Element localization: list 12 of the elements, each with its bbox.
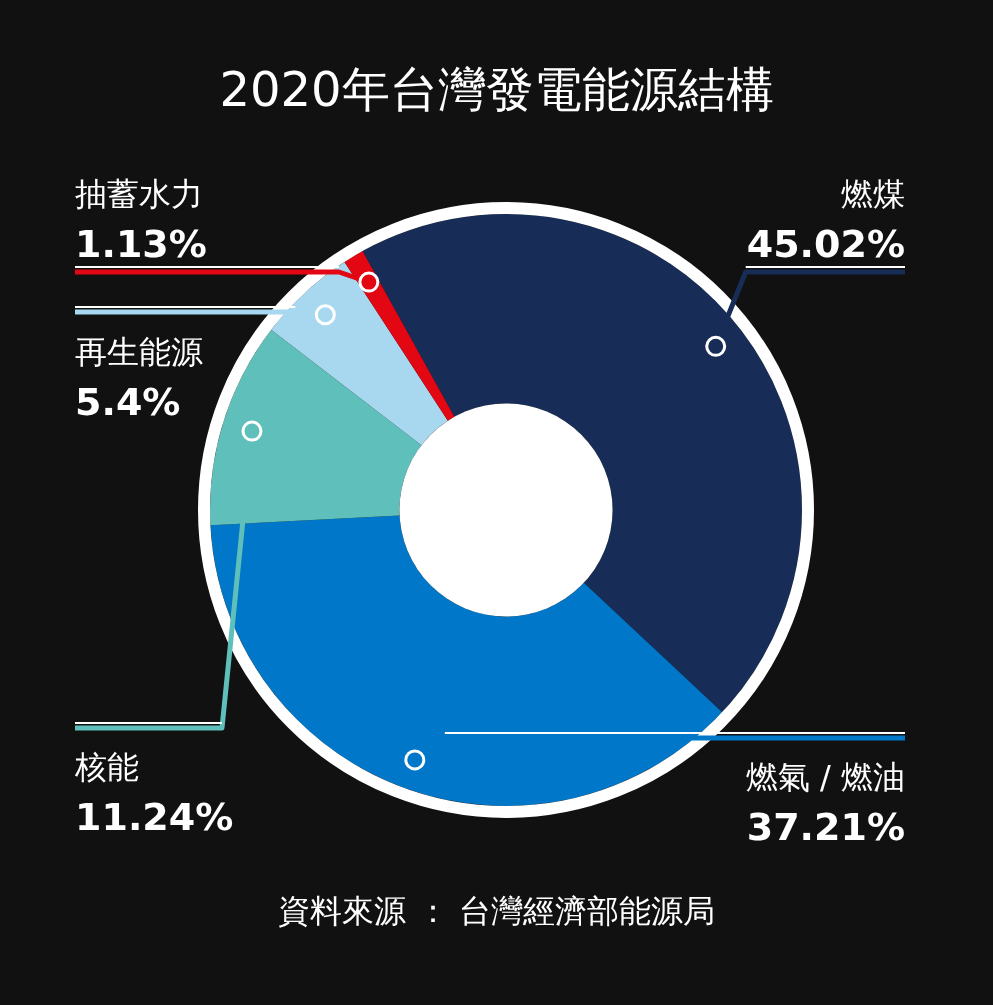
data-label: 37.21% [746, 804, 905, 849]
slice-label: 燃煤 [841, 175, 905, 214]
data-label: 45.02% [746, 221, 905, 266]
chart-title: 2020年台灣發電能源結構 [218, 60, 775, 119]
slice-label: 燃氣 / 燃油 [745, 758, 905, 797]
data-label: 1.13% [75, 221, 207, 266]
slice-label: 抽蓄水力 [75, 175, 203, 214]
slice-label: 再生能源 [75, 333, 203, 372]
source-note: 資料來源 ： 台灣經濟部能源局 [277, 891, 716, 932]
slice-label: 核能 [74, 748, 139, 787]
data-label: 11.24% [75, 794, 234, 839]
data-label: 5.4% [75, 379, 181, 424]
